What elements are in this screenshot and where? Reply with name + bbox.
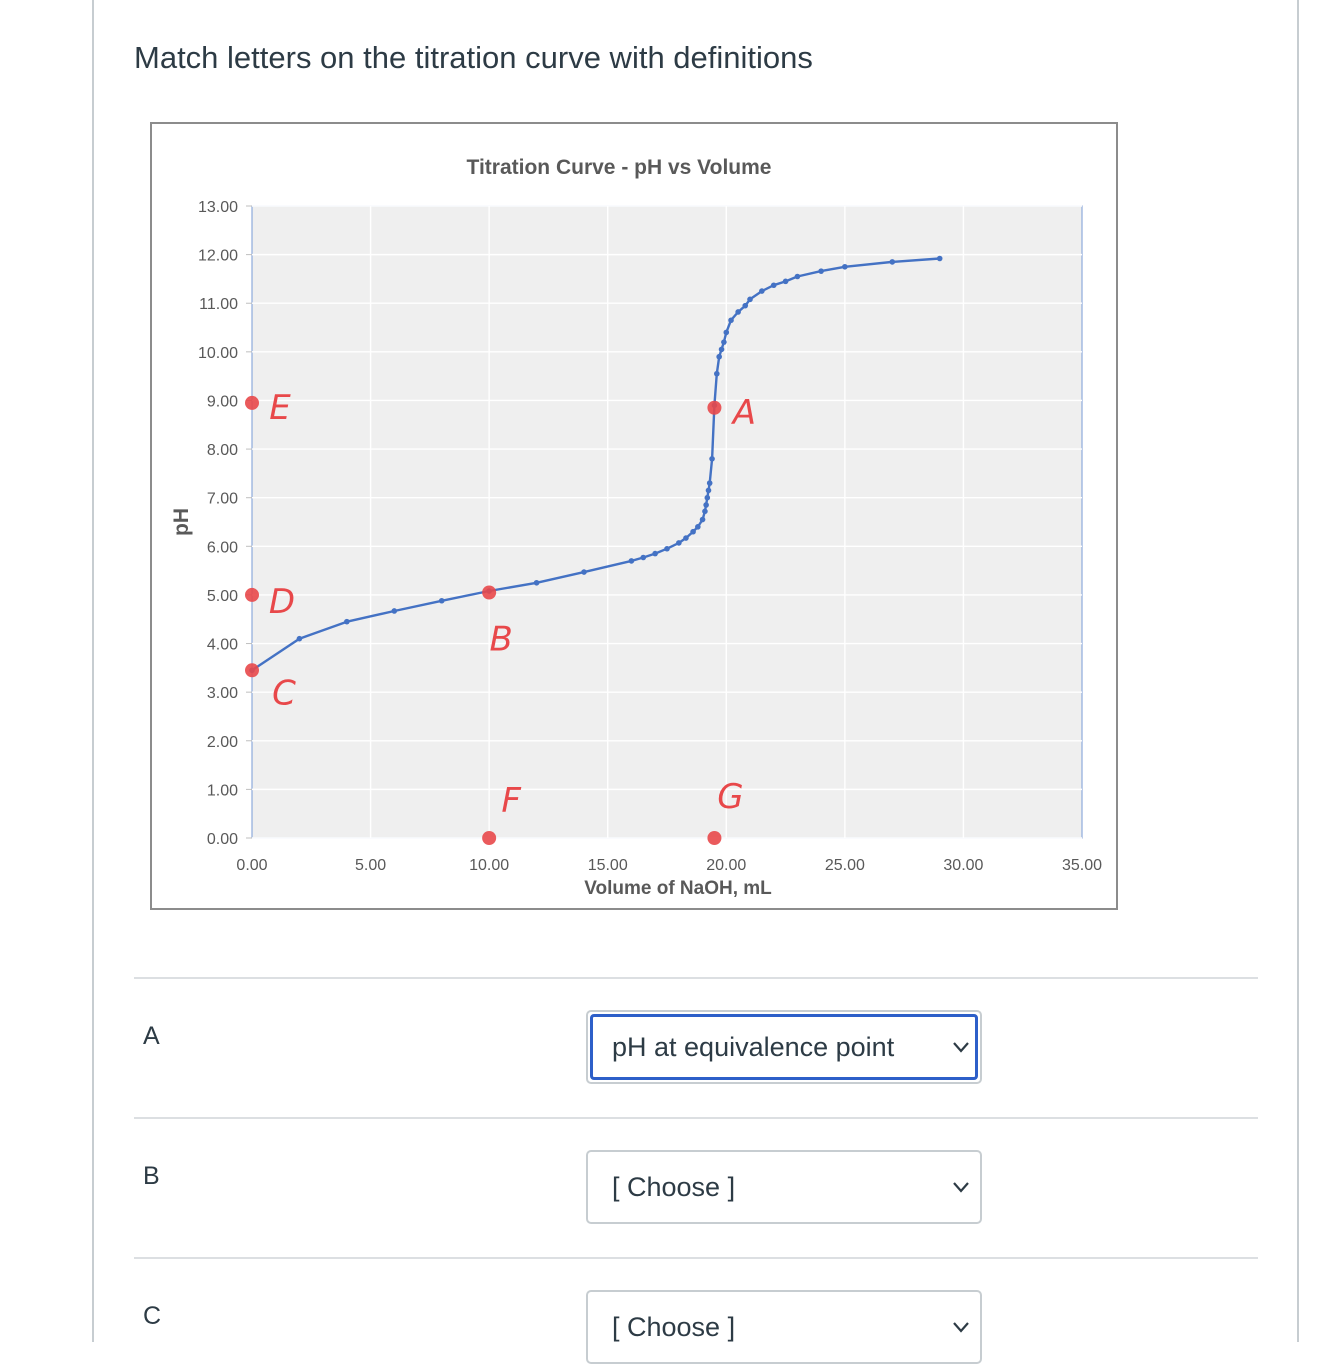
y-tick-label: 6.00: [207, 539, 238, 556]
data-point: [770, 282, 777, 289]
data-point: [628, 558, 635, 564]
row-divider: [134, 1257, 1258, 1259]
row-letter-a: A: [143, 1022, 160, 1050]
titration-chart-image: 0.00 1.00 2.00 3.00 4.00 5.00 6.00 7.00 8.00 9.00…: [150, 122, 1118, 910]
data-point: [704, 494, 711, 501]
data-point: [721, 339, 727, 345]
data-point: [723, 329, 730, 336]
x-tick-label: 30.00: [943, 857, 983, 874]
data-point: [794, 273, 801, 280]
data-point: [640, 554, 647, 561]
y-axis-title: pH: [170, 508, 193, 536]
data-point: [747, 296, 753, 303]
data-point: [936, 255, 943, 262]
y-tick-label: 12.00: [198, 248, 238, 265]
annotation-label: D: [269, 582, 295, 622]
definition-select-c[interactable]: [ Choose ]: [586, 1290, 982, 1364]
data-point: [742, 302, 749, 309]
data-point: [581, 569, 587, 575]
data-point: [718, 346, 725, 353]
data-point: [438, 597, 445, 604]
annotation-marker: [482, 585, 497, 600]
row-letter-c: C: [143, 1302, 162, 1330]
data-point: [391, 608, 398, 614]
data-point: [716, 353, 722, 360]
select-value: pH at equivalence point: [612, 1032, 895, 1062]
annotation-label: E: [269, 388, 291, 428]
y-tick-label: 8.00: [207, 442, 238, 459]
focus-ring: [590, 1014, 978, 1080]
row-divider: [134, 1117, 1258, 1119]
definition-select-a[interactable]: pH at equivalence point: [586, 1010, 982, 1084]
y-tick-label: 10.00: [198, 345, 238, 362]
annotation-label: F: [501, 781, 521, 821]
question-text: Match letters on the titration curve wit…: [134, 40, 813, 75]
data-point: [344, 618, 350, 625]
titration-chart: 0.00 1.00 2.00 3.00 4.00 5.00 6.00 7.00 8.00 9.00…: [170, 156, 1102, 899]
annotation-marker: [245, 587, 259, 602]
data-point: [842, 263, 848, 270]
x-tick-label: 5.00: [355, 857, 386, 874]
y-tick-label: 9.00: [207, 393, 238, 410]
x-axis-title: Volume of NaOH, mL: [584, 878, 772, 899]
data-point: [702, 508, 708, 515]
data-point: [296, 635, 303, 642]
annotation-marker: [707, 831, 722, 845]
x-tick-label: 20.00: [706, 857, 746, 874]
data-point: [664, 545, 670, 552]
data-point: [533, 579, 540, 586]
select-value: [ Choose ]: [612, 1172, 736, 1202]
data-point: [676, 540, 682, 546]
page-border-right: [1297, 0, 1299, 1342]
annotation-label: G: [717, 777, 743, 817]
row-divider: [134, 977, 1258, 979]
y-tick-label: 0.00: [207, 831, 238, 848]
data-point: [652, 550, 658, 557]
data-point: [782, 278, 789, 285]
annotation-marker: [245, 395, 259, 410]
annotation-marker: [707, 400, 722, 415]
data-point: [695, 524, 701, 530]
y-tick-label: 11.00: [199, 296, 238, 313]
select-value: [ Choose ]: [612, 1312, 736, 1342]
chevron-down-icon: [953, 1182, 969, 1193]
annotation-label: C: [272, 673, 296, 713]
data-point: [728, 317, 734, 324]
y-tick-label: 7.00: [207, 491, 238, 508]
data-point: [690, 528, 696, 535]
x-tick-label: 25.00: [825, 857, 865, 874]
annotation-label: B: [489, 619, 512, 659]
x-tick-label: 15.00: [588, 857, 628, 874]
y-tick-label: 4.00: [207, 637, 238, 654]
chart-title: Titration Curve - pH vs Volume: [467, 156, 772, 179]
page-border-left: [92, 0, 94, 1342]
data-point: [709, 456, 715, 462]
data-point: [703, 502, 709, 508]
data-point: [705, 487, 712, 494]
y-tick-label: 5.00: [207, 588, 238, 605]
definition-select-b[interactable]: [ Choose ]: [586, 1150, 982, 1224]
row-letter-b: B: [143, 1162, 160, 1190]
plot-area: [251, 205, 1083, 839]
chevron-down-icon: [953, 1042, 969, 1053]
data-point: [683, 535, 689, 541]
data-point: [818, 268, 824, 274]
x-tick-label: 0.00: [236, 857, 267, 874]
y-tick-label: 2.00: [207, 734, 238, 751]
y-tick-label: 1.00: [207, 782, 238, 799]
data-point: [706, 480, 713, 486]
x-tick-label: 35.00: [1062, 857, 1102, 874]
y-tick-label: 13.00: [198, 199, 238, 216]
annotation-label: A: [731, 393, 756, 433]
data-point: [699, 516, 706, 523]
y-tick-label: 3.00: [207, 685, 238, 702]
annotation-marker: [482, 831, 497, 845]
data-point: [735, 309, 741, 315]
data-point: [889, 259, 896, 265]
annotation-marker: [245, 663, 259, 678]
x-tick-label: 10.00: [469, 857, 509, 874]
data-point: [714, 370, 720, 377]
data-point: [759, 288, 765, 294]
chevron-down-icon: [953, 1322, 969, 1333]
